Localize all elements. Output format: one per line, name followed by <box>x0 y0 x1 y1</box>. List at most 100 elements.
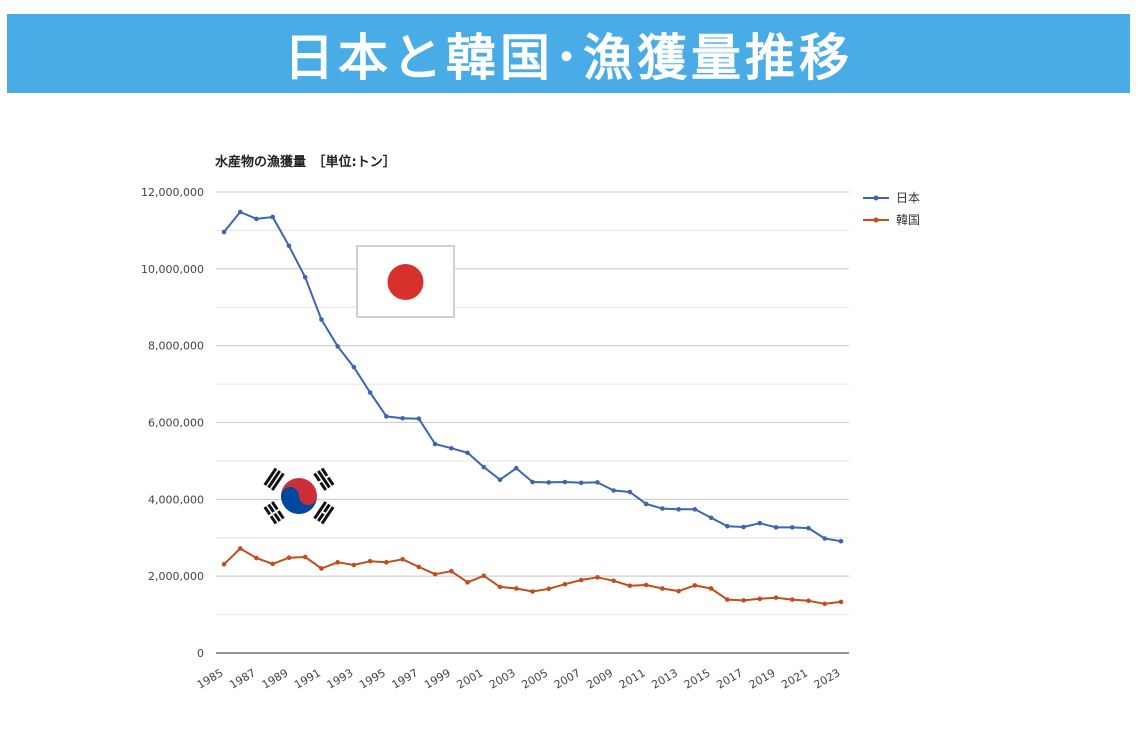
x-tick-label: 2011 <box>617 666 648 691</box>
data-point <box>286 555 292 561</box>
title-banner: 日本と韓国･漁獲量推移 <box>7 14 1130 93</box>
x-tick-label: 2009 <box>584 666 615 691</box>
data-point <box>773 525 779 530</box>
data-point <box>546 480 552 485</box>
x-tick-label: 2001 <box>455 666 486 691</box>
data-point <box>725 523 730 529</box>
data-point <box>449 568 454 574</box>
x-tick-label: 2003 <box>487 666 518 691</box>
data-point <box>708 515 714 521</box>
data-point <box>481 464 487 470</box>
data-point <box>806 525 811 531</box>
data-point <box>578 577 584 583</box>
data-point <box>270 561 276 567</box>
data-point <box>432 441 438 447</box>
data-point <box>351 364 357 370</box>
x-tick-label: 1993 <box>325 666 356 691</box>
data-point <box>400 415 405 421</box>
y-tick-label: 8,000,000 <box>148 340 204 353</box>
data-point <box>513 586 519 591</box>
data-point <box>757 596 763 602</box>
data-point <box>237 209 243 215</box>
data-point <box>611 488 616 493</box>
data-point <box>741 598 746 603</box>
data-point <box>692 507 698 512</box>
data-point <box>562 581 568 587</box>
data-point <box>367 390 373 395</box>
data-point <box>692 583 698 588</box>
x-tick-label: 2005 <box>519 666 550 691</box>
legend-label: 韓国 <box>896 213 920 227</box>
x-tick-label: 2017 <box>714 666 745 691</box>
series-line-0 <box>223 211 842 543</box>
x-tick-label: 1985 <box>195 666 226 691</box>
data-point <box>384 560 389 565</box>
data-point <box>789 525 795 530</box>
data-point <box>725 597 730 602</box>
chart-grid <box>216 191 849 654</box>
x-tick-label: 1987 <box>227 666 258 691</box>
data-point <box>465 580 470 585</box>
data-point <box>351 562 357 568</box>
data-point <box>254 216 259 222</box>
data-point <box>319 566 324 571</box>
x-tick-label: 2007 <box>552 666 583 691</box>
data-point <box>221 229 227 235</box>
series-lines <box>221 209 844 607</box>
x-tick-label: 2015 <box>682 666 713 691</box>
data-point <box>789 597 795 602</box>
data-point <box>513 465 519 471</box>
data-point <box>595 575 600 580</box>
x-axis-ticks: 1985 1987 1989 1991 1993 1995 1997 1999 2001 2003… <box>195 666 843 691</box>
data-point <box>416 564 422 570</box>
data-point <box>676 588 681 594</box>
data-point <box>643 501 649 507</box>
data-point <box>660 586 665 591</box>
legend-swatch-dot <box>873 217 879 223</box>
korea-flag-icon <box>263 467 335 525</box>
data-point <box>708 586 714 591</box>
data-point <box>546 586 552 592</box>
x-tick-label: 1991 <box>292 666 323 691</box>
x-tick-label: 1989 <box>260 666 291 691</box>
data-point <box>627 489 633 495</box>
data-point <box>367 558 373 564</box>
data-point <box>838 538 844 544</box>
y-tick-label: 0 <box>197 647 204 660</box>
data-point <box>530 479 535 485</box>
y-tick-label: 6,000,000 <box>148 417 204 430</box>
chart-title: 水産物の漁獲量 ［単位:トン］ <box>215 154 396 170</box>
data-point <box>627 583 633 589</box>
data-point <box>578 480 584 486</box>
data-point <box>302 274 308 280</box>
data-point <box>497 584 503 590</box>
data-point <box>465 450 470 456</box>
data-point <box>254 555 259 561</box>
y-tick-label: 4,000,000 <box>148 493 204 506</box>
data-point <box>416 416 422 421</box>
data-point <box>335 344 340 349</box>
data-point <box>806 598 811 604</box>
data-point <box>384 414 389 419</box>
data-point <box>335 560 340 565</box>
data-point <box>221 561 227 567</box>
x-tick-label: 1995 <box>357 666 388 691</box>
data-point <box>822 601 828 607</box>
data-point <box>741 524 746 530</box>
legend-swatch-dot <box>873 195 879 201</box>
data-point <box>432 571 438 577</box>
x-tick-label: 2023 <box>812 666 843 691</box>
data-point <box>449 445 454 451</box>
x-tick-label: 1997 <box>390 666 421 691</box>
y-tick-label: 12,000,000 <box>141 186 204 199</box>
data-point <box>611 578 616 584</box>
japan-flag-icon <box>356 245 455 318</box>
data-point <box>676 507 681 512</box>
data-point <box>237 546 243 551</box>
y-axis-ticks: 0 2,000,000 4,000,000 6,000,000 8,000,000 10,… <box>141 186 204 660</box>
data-point <box>270 214 276 220</box>
x-tick-label: 1999 <box>422 666 453 691</box>
data-point <box>757 520 763 526</box>
